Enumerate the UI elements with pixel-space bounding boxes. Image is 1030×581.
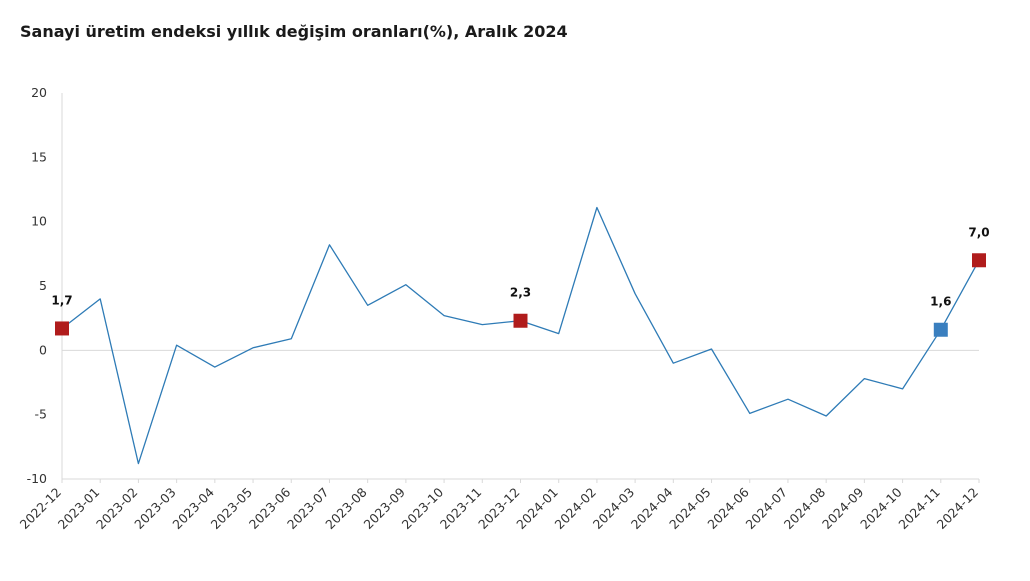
y-tick-label: 0 <box>39 342 47 357</box>
highlight-marker <box>972 253 986 268</box>
highlight-markers <box>55 253 986 337</box>
data-label: 1,6 <box>930 295 951 309</box>
y-tick-label: 10 <box>31 214 47 229</box>
y-tick-label: 20 <box>31 85 47 100</box>
y-tick-label: -5 <box>35 407 47 422</box>
highlight-marker <box>513 313 528 328</box>
chart-title: Sanayi üretim endeksi yıllık değişim ora… <box>20 22 568 41</box>
data-label: 7,0 <box>968 225 989 239</box>
highlight-marker <box>933 322 948 337</box>
series-line-layer <box>61 206 980 465</box>
y-tick-label: 15 <box>31 149 47 164</box>
data-labels: 1,7 2,3 1,6 7,0 <box>51 225 989 308</box>
x-tick-label: 2024-12 <box>934 485 982 533</box>
data-label: 2,3 <box>510 286 531 300</box>
y-tick-label: -10 <box>27 471 47 486</box>
highlight-marker <box>55 321 69 336</box>
series-line <box>61 206 980 465</box>
y-tick-label: 5 <box>39 278 47 293</box>
data-label: 1,7 <box>51 293 72 307</box>
chart-axes: -10-5051015202022-122023-012023-022023-0… <box>17 85 982 532</box>
